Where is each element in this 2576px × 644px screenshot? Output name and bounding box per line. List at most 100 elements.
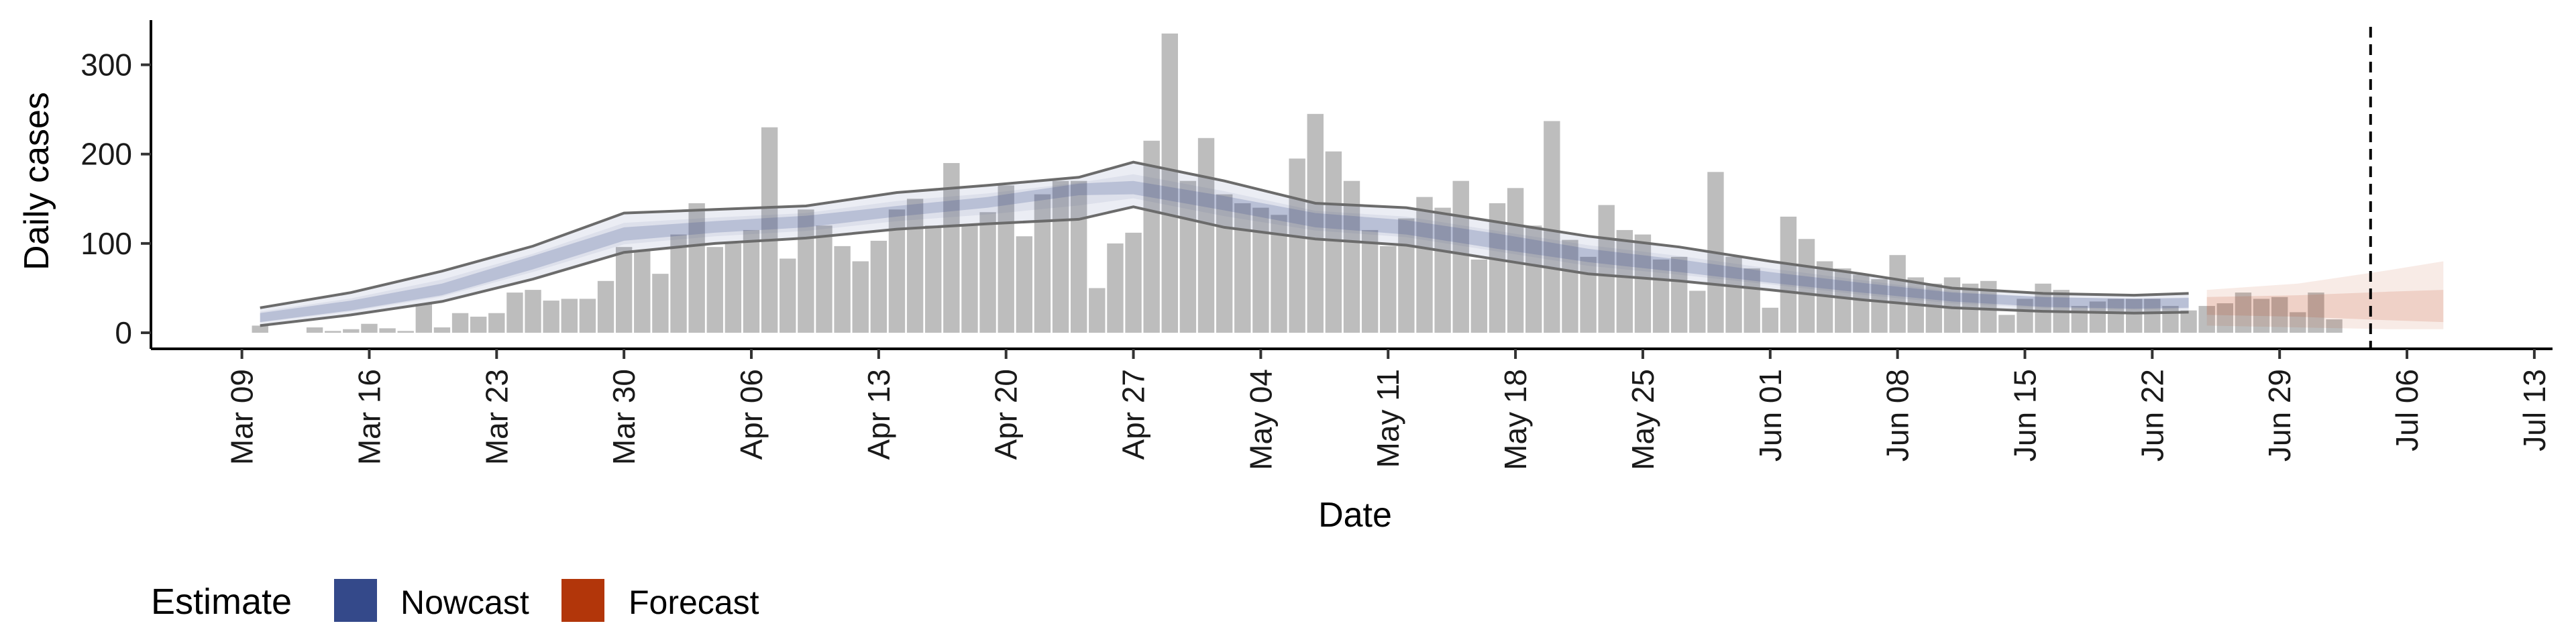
case-bar bbox=[1216, 194, 1233, 333]
case-bar bbox=[415, 304, 433, 333]
case-bar bbox=[2107, 299, 2125, 333]
case-bar bbox=[652, 274, 669, 333]
case-bar bbox=[1289, 158, 1305, 333]
x-tick-label: Mar 30 bbox=[606, 369, 641, 465]
case-bar bbox=[1725, 256, 1742, 333]
case-bar bbox=[1016, 236, 1033, 333]
x-tick-label: Mar 09 bbox=[225, 369, 260, 465]
case-bar bbox=[998, 185, 1014, 333]
x-tick-label: Mar 23 bbox=[479, 369, 514, 465]
case-bar bbox=[1161, 33, 1178, 333]
case-bar bbox=[543, 301, 559, 333]
legend-title: Estimate bbox=[151, 582, 292, 622]
case-bar bbox=[2144, 299, 2161, 333]
case-bar bbox=[688, 203, 705, 333]
case-bar bbox=[761, 127, 778, 333]
case-bar bbox=[1470, 259, 1488, 333]
x-tick-label: Apr 06 bbox=[734, 369, 769, 460]
case-bar bbox=[1197, 138, 1215, 333]
x-axis-title: Date bbox=[1318, 496, 1392, 535]
case-bar bbox=[1325, 151, 1342, 333]
x-tick-label: Apr 27 bbox=[1116, 369, 1151, 460]
case-bar bbox=[2180, 310, 2197, 333]
case-bar bbox=[852, 261, 869, 333]
case-bar bbox=[670, 234, 687, 333]
x-tick-label: May 04 bbox=[1243, 369, 1278, 470]
nowcast-inner-band bbox=[260, 180, 2189, 323]
case-bar bbox=[252, 325, 268, 333]
case-bar bbox=[1398, 218, 1415, 333]
case-bar bbox=[579, 299, 596, 333]
case-bar bbox=[1562, 239, 1578, 333]
case-bar bbox=[1034, 194, 1051, 333]
case-bar bbox=[2071, 306, 2088, 333]
y-axis-title: Daily cases bbox=[17, 92, 56, 270]
case-bar bbox=[943, 163, 960, 333]
case-bar bbox=[834, 246, 851, 333]
y-tick-label: 200 bbox=[80, 137, 132, 172]
case-bar bbox=[1434, 207, 1451, 333]
forecast-inner-band bbox=[2206, 290, 2444, 323]
case-bar bbox=[2326, 319, 2343, 333]
case-bar bbox=[1889, 255, 1906, 333]
x-tick-label: Apr 13 bbox=[861, 369, 896, 460]
case-bar bbox=[1252, 207, 1269, 333]
case-bar bbox=[1452, 180, 1469, 333]
case-bar bbox=[1616, 229, 1633, 333]
case-bar bbox=[361, 323, 378, 333]
x-tick-label: Mar 16 bbox=[352, 369, 387, 465]
case-bar bbox=[2235, 292, 2252, 333]
case-bar bbox=[1380, 246, 1397, 333]
x-axis-ticks: Mar 09 Mar 16 Mar 23 Mar 30 Apr 06 Apr 13 Apr … bbox=[225, 349, 2552, 470]
case-bar bbox=[1125, 232, 1142, 333]
case-bar bbox=[1998, 315, 2015, 333]
case-bar bbox=[1780, 216, 1797, 333]
bars-layer bbox=[252, 33, 2343, 333]
case-bar bbox=[343, 329, 360, 333]
case-bar bbox=[397, 331, 414, 333]
x-tick-label: May 25 bbox=[1625, 369, 1660, 470]
x-tick-label: Jun 08 bbox=[1880, 369, 1915, 462]
case-bar bbox=[706, 247, 723, 333]
case-bar bbox=[906, 199, 924, 333]
case-bar bbox=[816, 225, 833, 333]
case-bar bbox=[1089, 288, 1106, 333]
case-bar bbox=[780, 258, 796, 333]
case-bar bbox=[925, 225, 942, 333]
x-tick-label: Jul 13 bbox=[2517, 369, 2552, 451]
legend-swatch-nowcast bbox=[334, 579, 377, 622]
case-bar bbox=[1070, 180, 1087, 333]
case-bar bbox=[1307, 113, 1324, 333]
legend: Estimate Nowcast Forecast bbox=[151, 579, 759, 622]
legend-label-forecast: Forecast bbox=[629, 584, 759, 621]
case-bar bbox=[798, 209, 814, 333]
case-bar bbox=[433, 327, 451, 333]
legend-label-nowcast: Nowcast bbox=[400, 584, 529, 621]
case-bar bbox=[597, 280, 614, 333]
case-bar bbox=[724, 243, 742, 333]
case-bar bbox=[2162, 306, 2179, 333]
nowcast-upper-line bbox=[260, 160, 2189, 309]
case-bar bbox=[1853, 274, 1870, 333]
case-bar bbox=[1925, 283, 1943, 333]
forecast-outer-band bbox=[2206, 261, 2444, 329]
case-bar bbox=[379, 328, 396, 333]
x-tick-label: Jun 01 bbox=[1753, 369, 1788, 462]
y-tick-label: 0 bbox=[115, 315, 132, 350]
case-bar bbox=[1179, 180, 1197, 333]
case-bar bbox=[561, 299, 578, 333]
case-bar bbox=[2271, 297, 2288, 333]
case-bar bbox=[1835, 268, 1851, 333]
case-bar bbox=[1689, 290, 1706, 333]
case-bar bbox=[870, 240, 888, 333]
x-tick-label: May 11 bbox=[1371, 369, 1405, 468]
case-bar bbox=[1762, 307, 1778, 333]
nowcast-mid-band bbox=[260, 174, 2189, 323]
case-bar bbox=[2253, 299, 2270, 333]
x-tick-label: Jun 22 bbox=[2135, 369, 2169, 462]
case-bar bbox=[1052, 180, 1069, 333]
case-bar bbox=[1489, 203, 1506, 333]
case-bar bbox=[1871, 279, 1888, 333]
y-axis-ticks: 0 100 200 300 bbox=[80, 48, 151, 350]
